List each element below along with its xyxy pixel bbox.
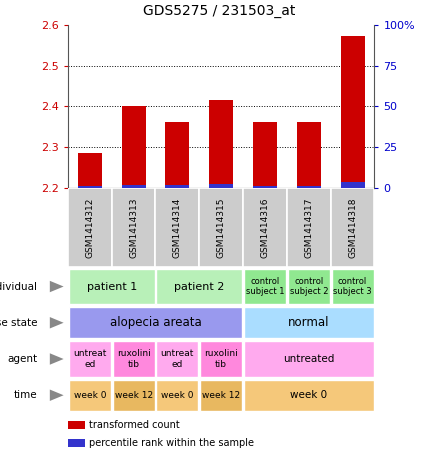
Bar	[112, 188, 155, 267]
Text: time: time	[14, 390, 37, 400]
Text: patient 2: patient 2	[174, 281, 225, 292]
Bar	[209, 184, 233, 188]
Polygon shape	[50, 353, 64, 365]
Bar	[113, 341, 155, 377]
Text: GSM1414314: GSM1414314	[173, 198, 182, 258]
Text: control
subject 1: control subject 1	[246, 277, 284, 296]
Bar	[155, 188, 199, 267]
Bar	[78, 154, 102, 188]
Text: week 0: week 0	[161, 391, 194, 400]
Text: untreat
ed: untreat ed	[161, 349, 194, 369]
Polygon shape	[50, 281, 64, 292]
Text: week 0: week 0	[290, 390, 327, 400]
Text: GSM1414313: GSM1414313	[129, 198, 138, 258]
Bar	[244, 380, 374, 411]
Bar	[341, 36, 364, 188]
Text: agent: agent	[7, 354, 37, 364]
Bar	[166, 185, 190, 188]
Bar	[68, 421, 85, 429]
Bar	[122, 106, 145, 188]
Bar	[288, 269, 330, 304]
Bar	[69, 380, 111, 411]
Bar	[253, 122, 277, 188]
Bar	[156, 269, 242, 304]
Text: untreat
ed: untreat ed	[73, 349, 106, 369]
Bar	[253, 186, 277, 188]
Polygon shape	[50, 317, 64, 328]
Bar	[244, 307, 374, 338]
Bar	[199, 188, 243, 267]
Text: GSM1414316: GSM1414316	[261, 198, 269, 258]
Text: alopecia areata: alopecia areata	[110, 316, 201, 329]
Bar	[243, 188, 287, 267]
Bar	[209, 101, 233, 188]
Text: control
subject 3: control subject 3	[333, 277, 372, 296]
Bar	[68, 188, 112, 267]
Bar	[78, 186, 102, 188]
Bar	[244, 269, 286, 304]
Bar	[113, 380, 155, 411]
Text: percentile rank within the sample: percentile rank within the sample	[89, 438, 254, 448]
Bar	[332, 269, 374, 304]
Bar	[166, 122, 190, 188]
Bar	[244, 341, 374, 377]
Text: transformed count: transformed count	[89, 419, 180, 429]
Text: week 12: week 12	[114, 391, 153, 400]
Text: GDS5275 / 231503_at: GDS5275 / 231503_at	[143, 4, 295, 18]
Bar	[200, 341, 242, 377]
Bar	[200, 380, 242, 411]
Text: disease state: disease state	[0, 318, 37, 328]
Text: normal: normal	[288, 316, 329, 329]
Bar	[68, 439, 85, 447]
Text: GSM1414315: GSM1414315	[217, 198, 226, 258]
Bar	[122, 185, 145, 188]
Bar	[297, 186, 321, 188]
Bar	[69, 307, 242, 338]
Text: GSM1414317: GSM1414317	[304, 198, 313, 258]
Text: week 0: week 0	[74, 391, 106, 400]
Bar	[69, 269, 155, 304]
Text: individual: individual	[0, 281, 37, 292]
Bar	[156, 341, 198, 377]
Bar	[297, 122, 321, 188]
Text: GSM1414318: GSM1414318	[348, 198, 357, 258]
Polygon shape	[50, 390, 64, 401]
Text: untreated: untreated	[283, 354, 335, 364]
Text: patient 1: patient 1	[87, 281, 137, 292]
Bar	[341, 182, 364, 188]
Text: control
subject 2: control subject 2	[290, 277, 328, 296]
Bar	[287, 188, 331, 267]
Text: ruxolini
tib: ruxolini tib	[117, 349, 151, 369]
Text: ruxolini
tib: ruxolini tib	[204, 349, 238, 369]
Bar	[69, 341, 111, 377]
Bar	[156, 380, 198, 411]
Bar	[331, 188, 374, 267]
Text: week 12: week 12	[202, 391, 240, 400]
Text: GSM1414312: GSM1414312	[85, 198, 94, 258]
